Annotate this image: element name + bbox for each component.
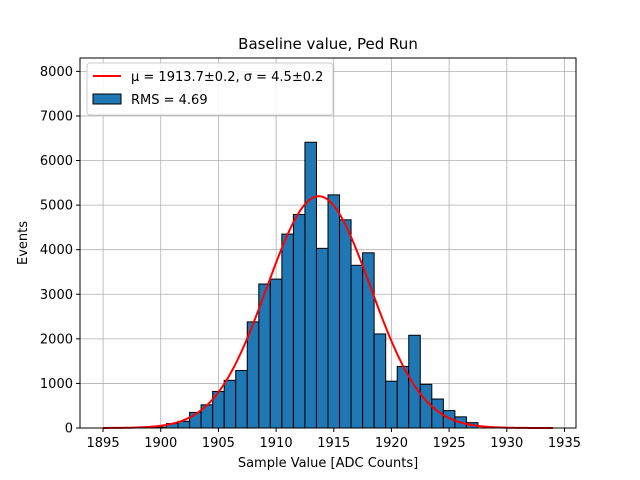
histogram-bar (246, 321, 260, 429)
x-tick-label: 1895 (87, 436, 120, 451)
y-tick-label: 1000 (40, 377, 73, 392)
gaussian-fit-curve (103, 195, 553, 429)
histogram-bar (327, 194, 341, 429)
chart-title: Baseline value, Ped Run (238, 35, 418, 53)
histogram-bar (373, 333, 387, 429)
legend: μ = 1913.7±0.2, σ = 4.5±0.2 RMS = 4.69 (86, 62, 334, 116)
histogram-bar (385, 380, 398, 429)
histogram-bar (292, 213, 306, 429)
x-tick-label: 1925 (433, 436, 466, 451)
legend-histogram-label: RMS = 4.69 (131, 93, 208, 108)
histogram-bar (281, 233, 294, 429)
histogram-bar (223, 379, 237, 429)
histogram-bar (350, 264, 364, 429)
y-tick-label: 6000 (40, 154, 73, 169)
x-tick-label: 1910 (260, 436, 293, 451)
y-tick-label: 7000 (40, 109, 73, 124)
histogram-bar (419, 383, 433, 429)
y-tick-label: 2000 (40, 332, 73, 347)
histogram-bar (269, 278, 283, 429)
histogram-bar (315, 247, 329, 429)
legend-box (86, 62, 334, 116)
plot-frame (79, 57, 577, 429)
legend-fit-label: μ = 1913.7±0.2, σ = 4.5±0.2 (131, 70, 323, 85)
y-tick-label: 4000 (40, 243, 73, 258)
x-tick-label: 1915 (317, 436, 350, 451)
x-tick-label: 1900 (144, 436, 177, 451)
histogram-bars (154, 141, 479, 429)
y-axis-ticks: 0 1000 2000 3000 4000 5000 6000 7000 8000 (40, 65, 80, 437)
histogram-bar (339, 219, 352, 429)
y-tick-label: 8000 (40, 65, 73, 80)
y-axis-label: Events (16, 221, 31, 265)
x-axis-label: Sample Value [ADC Counts] (238, 456, 418, 471)
y-tick-label: 5000 (40, 199, 73, 214)
histogram-bar (304, 141, 317, 429)
y-tick-label: 3000 (40, 288, 73, 303)
y-tick-label: 0 (65, 422, 73, 437)
histogram-bar (408, 334, 421, 429)
x-tick-label: 1905 (202, 436, 235, 451)
histogram-bar (235, 369, 248, 429)
x-tick-label: 1935 (548, 436, 581, 451)
x-tick-label: 1920 (375, 436, 408, 451)
legend-histogram-swatch (92, 93, 122, 105)
histogram-bar (396, 365, 410, 429)
x-tick-label: 1930 (490, 436, 523, 451)
x-axis-ticks: 1895 1900 1905 1910 1915 1920 1925 1930 1935 (87, 428, 581, 451)
